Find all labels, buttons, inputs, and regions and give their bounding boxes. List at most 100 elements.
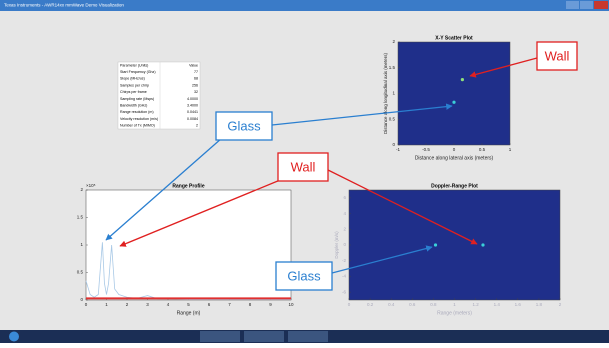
x-tick-label: 0.8 [430, 302, 437, 307]
chart-title: Range Profile [172, 183, 204, 189]
x-tick-label: 6 [208, 302, 211, 307]
arrows [105, 57, 538, 274]
title-bar [0, 0, 609, 11]
x-tick-label: 0 [453, 147, 456, 152]
table-cell: 77 [194, 70, 198, 74]
y-tick-label: 1 [392, 91, 395, 96]
point [460, 77, 464, 82]
x-tick-label: 4 [167, 302, 170, 307]
x-tick-label: 0.6 [409, 302, 416, 307]
y-tick-label: 1.5 [389, 65, 396, 70]
point [433, 243, 438, 247]
point [481, 243, 485, 247]
maximize-button[interactable] [580, 1, 593, 9]
x-tick-label: 2 [126, 302, 129, 307]
y-tick-label: 0 [80, 297, 83, 302]
x-tick-label: 1.2 [472, 302, 479, 307]
table-cell: Number of Tx (MIMO) [120, 124, 155, 128]
table-cell: Velocity resolution (m/s) [120, 117, 158, 121]
y-tick-label: 1.5 [77, 215, 84, 220]
point [452, 100, 456, 104]
y-tick-label: -2 [342, 258, 346, 263]
x-tick-label: 7 [228, 302, 231, 307]
x-tick-label: 1.8 [536, 302, 543, 307]
table-cell: 256 [192, 83, 198, 87]
callout-box [536, 41, 578, 71]
y-tick-label: 2 [343, 226, 346, 231]
start-button[interactable] [9, 331, 19, 342]
x-tick-label: 1 [105, 302, 108, 307]
x-tick-label: 1.4 [494, 302, 501, 307]
table-cell: Bandwidth (GHz) [120, 104, 147, 108]
x-tick-label: 1 [453, 302, 456, 307]
x-axis-label: Distance along lateral axis (meters) [415, 155, 494, 161]
taskbar-item[interactable] [288, 331, 328, 342]
x-axis-label: Range (meters) [437, 310, 472, 316]
x-tick-label: 0 [85, 302, 88, 307]
callout-box [275, 261, 333, 291]
y-tick-label: 2 [392, 39, 395, 44]
arrow [119, 177, 286, 247]
x-tick-label: 0.5 [479, 147, 486, 152]
chart-title: X-Y Scatter Plot [435, 35, 473, 41]
arrow [271, 103, 453, 126]
y-axis-label: Distance along longitudinal axis (meters… [383, 52, 388, 134]
table-cell: 4.0000 [187, 97, 198, 101]
y-tick-label: 0.5 [77, 270, 84, 275]
y-tick-label: 4 [343, 211, 346, 216]
table-cell: 3.4000 [187, 104, 198, 108]
close-button[interactable] [594, 1, 608, 9]
chart-title: Doppler-Range Plot [431, 183, 478, 189]
table-cell: Samples per chirp [120, 83, 149, 87]
x-axis-label: Range (m) [177, 310, 201, 316]
table-cell: Range resolution (m) [120, 110, 154, 114]
x-tick-label: 8 [249, 302, 252, 307]
callout-text: Glass [287, 268, 321, 283]
table-cell: Slope (MHz/us) [120, 77, 145, 81]
y-multiplier: ×10⁵ [86, 183, 96, 188]
arrow [327, 169, 478, 245]
table-cell: 0.0441 [187, 110, 198, 114]
taskbar-item[interactable] [244, 331, 284, 342]
y-tick-label: 0.5 [389, 116, 396, 121]
y-tick-label: -6 [342, 289, 346, 294]
x-tick-label: 3 [146, 302, 149, 307]
callout-text: Wall [291, 159, 316, 174]
x-tick-label: 10 [288, 302, 294, 307]
x-tick-label: 0 [348, 302, 351, 307]
x-tick-label: -1 [396, 147, 400, 152]
callout-box [215, 111, 273, 141]
series-line [85, 242, 291, 300]
x-tick-label: 1.6 [515, 302, 522, 307]
taskbar-item[interactable] [200, 331, 240, 342]
table-cell: Chirps per frame [120, 90, 147, 94]
y-tick-label: -4 [342, 274, 346, 279]
parameter-table [117, 61, 201, 130]
plot-area [397, 41, 511, 146]
x-tick-label: 2 [559, 302, 562, 307]
table-cell: Sampling rate (Msps) [120, 97, 154, 101]
x-tick-label: 5 [187, 302, 190, 307]
table-cell: 32 [194, 90, 198, 94]
x-tick-label: 0.2 [367, 302, 374, 307]
y-tick-label: 1 [80, 242, 83, 247]
callout-text: Wall [545, 48, 570, 63]
callout-text: Glass [227, 118, 261, 133]
window-title: Texas Instruments - AWR14xx mmWave Demo … [4, 3, 124, 8]
table-cell: Start Frequency (Ghz) [120, 70, 156, 74]
callout-box [277, 152, 329, 182]
y-tick-label: 2 [80, 187, 83, 192]
arrow [469, 57, 538, 78]
minimize-button[interactable] [566, 1, 579, 9]
table-header: Value [189, 63, 198, 67]
table-cell: 0.0084 [187, 117, 198, 121]
y-tick-label: 0 [343, 242, 346, 247]
y-axis-label: Doppler (m/s) [334, 231, 339, 259]
plot-area [85, 189, 292, 301]
arrow [331, 245, 433, 274]
arrow [105, 137, 223, 241]
table-cell: 2 [196, 124, 198, 128]
table-header: Parameter (Units) [120, 63, 148, 67]
